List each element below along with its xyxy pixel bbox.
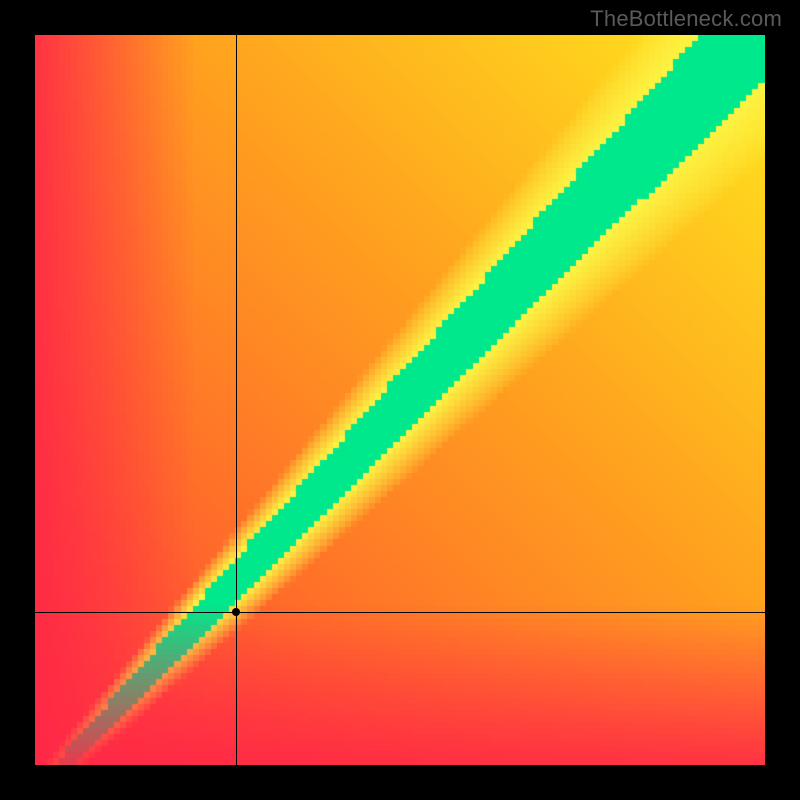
chart-container: TheBottleneck.com <box>0 0 800 800</box>
crosshair-vertical <box>236 35 237 765</box>
watermark-text: TheBottleneck.com <box>590 6 782 32</box>
crosshair-marker <box>232 608 240 616</box>
crosshair-horizontal <box>35 612 765 613</box>
heatmap-plot <box>35 35 765 765</box>
heatmap-canvas <box>35 35 765 765</box>
